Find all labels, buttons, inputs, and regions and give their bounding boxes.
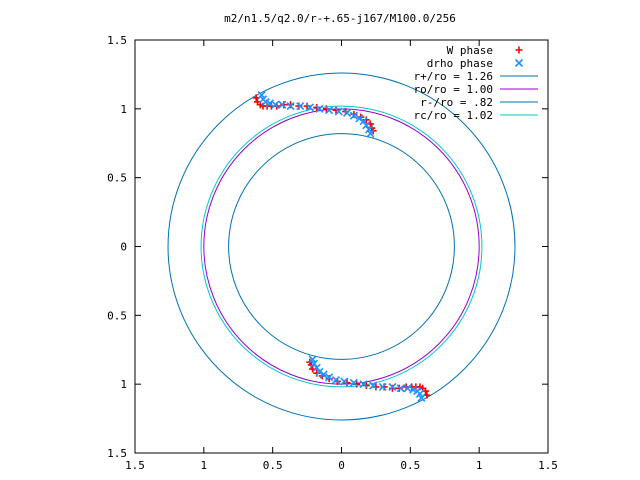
drho-phase-point (296, 102, 305, 111)
x-tick-label: 1 (476, 459, 483, 472)
drho-phase-point (342, 108, 352, 118)
legend-label: r+/ro = 1.26 (414, 70, 493, 83)
drho-phase-point (308, 355, 317, 364)
circle-r-2 (228, 133, 455, 360)
y-tick-label: 1 (120, 378, 127, 391)
drho-phase-point (362, 121, 371, 130)
legend-label: drho phase (427, 57, 493, 70)
x-tick-label: 0.5 (400, 459, 420, 472)
chart-title: m2/n1.5/q2.0/r-+.65-j167/M100.0/256 (224, 12, 456, 25)
drho-phase-point (359, 380, 368, 389)
circle-r-0 (167, 72, 516, 421)
drho-phase-point (305, 103, 314, 112)
x-tick-label: 0.5 (263, 459, 283, 472)
drho-phase-point (331, 375, 341, 385)
x-tick-label: 1 (201, 459, 208, 472)
drho-phase-point (349, 111, 358, 120)
drho-phase-point (396, 384, 405, 393)
legend-label: W phase (447, 44, 493, 57)
drho-phase-point (369, 381, 378, 390)
drho-phase-point (325, 106, 334, 115)
drho-phase-point (359, 117, 368, 126)
legend-label: r-/ro = .82 (420, 96, 493, 109)
drho-phase-point (388, 382, 397, 391)
y-tick-label: 1.5 (107, 34, 127, 47)
drho-phase-point (315, 367, 324, 376)
x-tick-label: 1.5 (538, 459, 558, 472)
y-tick-label: 0.5 (107, 309, 127, 322)
drho-phase-point (349, 378, 358, 387)
axes-layer: 1.5 1 0.5 0 0.5 1 1.51.510.500.511.5 (107, 34, 558, 472)
circle-r-1 (203, 108, 480, 385)
legend-marker (515, 46, 523, 54)
legend-label: ro/ro = 1.00 (414, 83, 493, 96)
x-tick-label: 1.5 (125, 459, 145, 472)
drho-phase-point (325, 373, 334, 382)
drho-phase-point (403, 384, 412, 393)
drho-phase-point (312, 363, 321, 372)
drho-phase-point (286, 102, 295, 111)
y-tick-label: 0 (120, 241, 127, 254)
y-tick-label: 1.5 (107, 447, 127, 460)
drho-phase-point (334, 107, 343, 116)
circles-layer (167, 72, 516, 421)
drho-phase-point (319, 370, 328, 379)
circle-r-3 (200, 105, 483, 388)
drho-phase-point (378, 382, 387, 391)
drho-phase-point (355, 114, 364, 123)
legend-label: rc/ro = 1.02 (414, 109, 493, 122)
drho-phase-point (315, 104, 324, 113)
x-tick-label: 0 (338, 459, 345, 472)
drho-phase-point (340, 377, 349, 386)
drho-phase-point (278, 100, 287, 109)
y-tick-label: 1 (120, 103, 127, 116)
legend-marker (514, 58, 524, 68)
y-tick-label: 0.5 (107, 172, 127, 185)
drho-phase-point (366, 129, 375, 138)
drho-phase-point (271, 100, 280, 109)
points-layer (252, 91, 431, 402)
